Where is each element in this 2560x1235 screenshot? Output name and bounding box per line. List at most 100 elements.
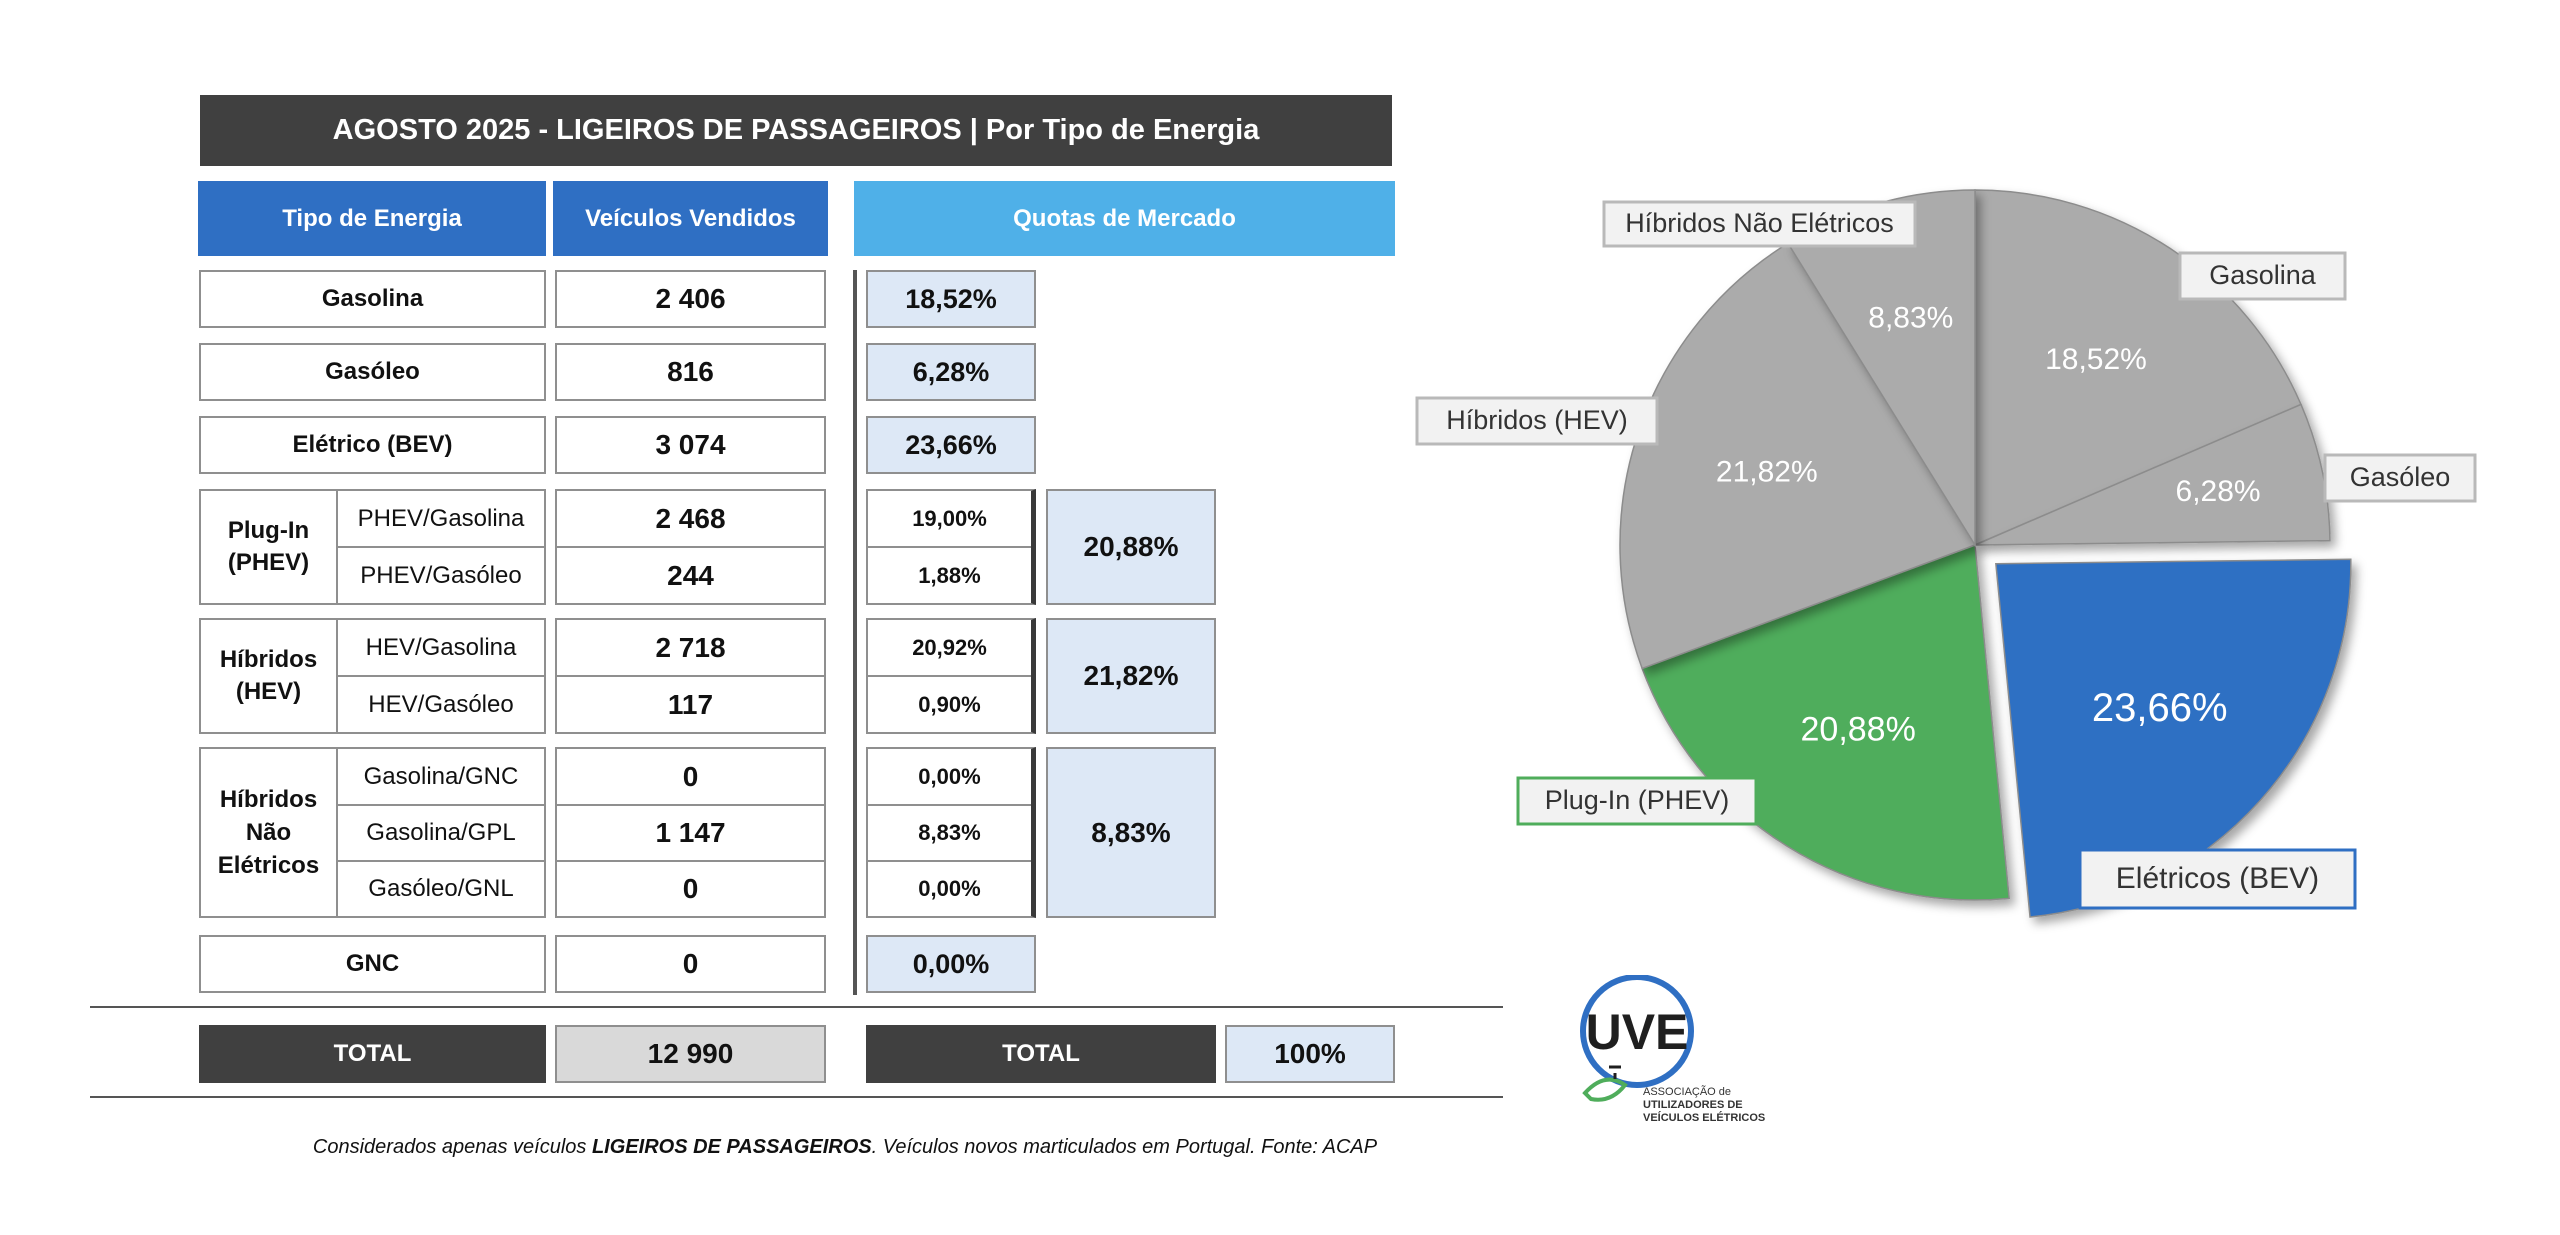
row-separator <box>338 675 544 677</box>
group-values-plugin: 2 468 244 <box>555 489 826 605</box>
group-values-hne: 0 1 147 0 <box>555 747 826 918</box>
pie-legend-label: Híbridos (HEV) <box>1446 405 1628 435</box>
row-label-gasolina: Gasolina <box>199 270 546 328</box>
uve-logo-line1: ASSOCIAÇÃO de <box>1643 1085 1731 1098</box>
uve-logo-line2: UTILIZADORES DE <box>1643 1099 1743 1111</box>
header-veiculos-vendidos: Veículos Vendidos <box>553 181 828 256</box>
row-separator <box>868 546 1031 548</box>
sub-share-hev-gasoleo: 0,90% <box>868 677 1031 732</box>
row-separator <box>868 804 1031 806</box>
sub-label-gasolina-gnc: Gasolina/GNC <box>338 749 544 804</box>
sub-value-hev-gasoleo: 117 <box>557 677 824 732</box>
group-label-hne-line1: Híbridos <box>219 786 318 813</box>
sub-label-phev-gasolina: PHEV/Gasolina <box>338 491 544 546</box>
sub-label-hev-gasoleo: HEV/Gasóleo <box>338 677 544 732</box>
sub-value-gasoleo-gnl: 0 <box>557 862 824 916</box>
row-separator <box>338 546 544 548</box>
uve-logo: UVE ASSOCIAÇÃO de UTILIZADORES DE VEÍCUL… <box>1575 974 1765 1135</box>
row-separator <box>868 675 1031 677</box>
row-share-gasoleo: 6,28% <box>866 343 1036 401</box>
pie-name-label-box <box>2178 251 2347 301</box>
total-bottom-rule <box>90 1096 1503 1098</box>
group-share-hne: 8,83% <box>1046 747 1216 918</box>
group-subshares-hne: 0,00% 8,83% 0,00% <box>866 747 1036 918</box>
uve-logo-mark: UVE ASSOCIAÇÃO de UTILIZADORES DE VEÍCUL… <box>1580 974 1765 1124</box>
sub-value-phev-gasoleo: 244 <box>557 548 824 603</box>
row-share-gasolina: 18,52% <box>866 270 1036 328</box>
row-separator <box>868 860 1031 862</box>
pie-data-label: 18,52% <box>2045 343 2147 376</box>
pie-slice-gasolina <box>1974 189 2302 547</box>
sub-value-gasolina-gpl: 1 147 <box>557 806 824 860</box>
group-label-hne-line2: Não <box>245 819 292 846</box>
pie-legend-label: Plug-In (PHEV) <box>1545 785 1730 815</box>
pie-slice-gas-leo <box>1974 403 2331 546</box>
header-quotas-mercado: Quotas de Mercado <box>854 181 1395 256</box>
uve-logo-mark-text: UVE <box>1586 1004 1689 1060</box>
sub-label-phev-gasoleo: PHEV/Gasóleo <box>338 548 544 603</box>
pie-data-label: 6,28% <box>2176 475 2261 508</box>
group-subshares-plugin: 19,00% 1,88% <box>866 489 1036 605</box>
pie-data-label: 23,66% <box>2092 686 2228 730</box>
pie-name-label-box <box>1516 776 1758 826</box>
sub-value-phev-gasolina: 2 468 <box>557 491 824 546</box>
sub-share-gasoleo-gnl: 0,00% <box>868 862 1031 916</box>
row-separator <box>557 860 824 862</box>
pie-data-label: 21,82% <box>1716 456 1818 489</box>
sub-share-phev-gasoleo: 1,88% <box>868 548 1031 603</box>
header-tipo-energia: Tipo de Energia <box>198 181 546 256</box>
pie-data-label: 20,88% <box>1801 711 1916 749</box>
group-label-hne: Híbridos Não Elétricos <box>201 749 338 916</box>
pie-name-label-box <box>1415 396 1659 446</box>
footnote-post: . Veículos novos marticulados em Portuga… <box>871 1136 1378 1158</box>
pie-legend-label: Elétricos (BEV) <box>2116 862 2319 895</box>
total-top-rule <box>90 1006 1503 1008</box>
sub-share-gasolina-gnc: 0,00% <box>868 749 1031 804</box>
group-subshares-hev: 20,92% 0,90% <box>866 618 1036 734</box>
pie-legend-label: Gasolina <box>2209 260 2317 290</box>
pie-name-label-box <box>2323 453 2477 503</box>
sub-label-hev-gasolina: HEV/Gasolina <box>338 620 544 675</box>
total-label: TOTAL <box>199 1025 546 1083</box>
column-divider <box>853 270 857 995</box>
row-value-gnc: 0 <box>555 935 826 993</box>
footnote-bold: LIGEIROS DE PASSAGEIROS <box>591 1136 872 1158</box>
group-share-hev: 21,82% <box>1046 618 1216 734</box>
row-separator <box>557 546 824 548</box>
group-label-plugin-line1: Plug-In <box>227 517 310 544</box>
sub-share-hev-gasolina: 20,92% <box>868 620 1031 675</box>
footnote: Considerados apenas veículos LIGEIROS DE… <box>90 1136 1600 1159</box>
group-label-hev-line2: (HEV) <box>235 678 302 705</box>
row-value-gasoleo: 816 <box>555 343 826 401</box>
pie-chart: 18,52% 6,28% 23,66% 20,88% 21,82% 8,83% Gasol… <box>1415 189 2477 918</box>
row-separator <box>338 804 544 806</box>
group-label-hev-line1: Híbridos <box>219 646 318 673</box>
pie-slice-plug-in-phev- <box>1641 543 2011 901</box>
footnote-pre: Considerados apenas veículos <box>312 1136 592 1158</box>
pie-name-label-box <box>2078 848 2357 910</box>
pie-legend-label: Híbridos Não Elétricos <box>1625 208 1894 238</box>
group-label-plugin-line2: (PHEV) <box>227 549 310 576</box>
sub-label-gasolina-gpl: Gasolina/GPL <box>338 806 544 860</box>
sub-value-gasolina-gnc: 0 <box>557 749 824 804</box>
row-separator <box>338 860 544 862</box>
row-label-gasoleo: Gasóleo <box>199 343 546 401</box>
group-label-plugin: Plug-In (PHEV) <box>201 491 338 603</box>
sub-share-gasolina-gpl: 8,83% <box>868 806 1031 860</box>
group-label-hne-line3: Elétricos <box>217 852 320 879</box>
group-hev: Híbridos (HEV) HEV/Gasolina HEV/Gasóleo <box>199 618 546 734</box>
sub-value-hev-gasolina: 2 718 <box>557 620 824 675</box>
total-share: 100% <box>1225 1025 1395 1083</box>
row-label-eletrico: Elétrico (BEV) <box>199 416 546 474</box>
total-value: 12 990 <box>555 1025 826 1083</box>
group-share-plugin: 20,88% <box>1046 489 1216 605</box>
row-separator <box>557 675 824 677</box>
row-label-gnc: GNC <box>199 935 546 993</box>
total-share-label: TOTAL <box>866 1025 1216 1083</box>
pie-legend-label: Gasóleo <box>2350 462 2451 492</box>
group-plugin: Plug-In (PHEV) PHEV/Gasolina PHEV/Gasóle… <box>199 489 546 605</box>
group-label-hev: Híbridos (HEV) <box>201 620 338 732</box>
table-title: AGOSTO 2025 - LIGEIROS DE PASSAGEIROS | … <box>200 95 1392 166</box>
sub-share-phev-gasolina: 19,00% <box>868 491 1031 546</box>
pie-data-label: 8,83% <box>1868 302 1953 335</box>
